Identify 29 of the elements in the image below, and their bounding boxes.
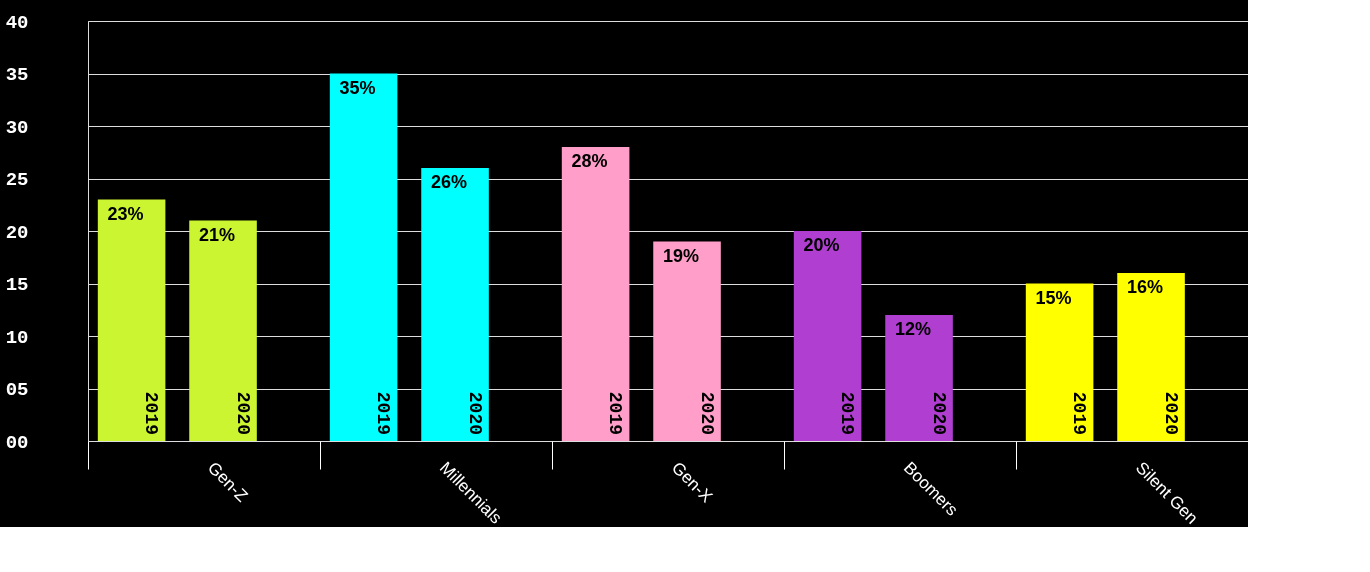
data-label: 23%	[107, 203, 144, 224]
text: 2019	[605, 391, 626, 435]
y-tick-label: 00	[5, 431, 29, 454]
series-label: 2020	[232, 391, 253, 435]
y-tick-label: 15	[5, 274, 29, 296]
series-label: 2019	[141, 391, 162, 435]
data-label: 20%	[803, 235, 840, 255]
y-tick-label: 35	[5, 64, 29, 86]
y-tick-label: 05	[5, 379, 29, 401]
data-label: 35%	[339, 77, 376, 98]
data-label: 21%	[199, 224, 236, 245]
text: 2019	[837, 391, 858, 435]
y-tick-label: 40	[5, 11, 29, 34]
text: 2019	[373, 391, 394, 435]
data-label: 19%	[663, 245, 700, 266]
data-label: 12%	[895, 319, 932, 339]
data-label: 15%	[1035, 287, 1072, 308]
text: 2020	[928, 391, 949, 435]
text: 2020	[696, 391, 717, 435]
text: 2020	[1160, 391, 1181, 435]
y-tick-label: 20	[5, 221, 29, 244]
text: 2020	[464, 391, 485, 435]
y-tick-label: 25	[5, 169, 29, 191]
y-tick-label: 30	[5, 116, 29, 139]
y-tick-label: 10	[5, 326, 29, 349]
data-label: 16%	[1127, 277, 1164, 297]
data-label: 26%	[431, 172, 468, 192]
data-label: 28%	[571, 151, 608, 171]
text: 2019	[1069, 391, 1090, 435]
